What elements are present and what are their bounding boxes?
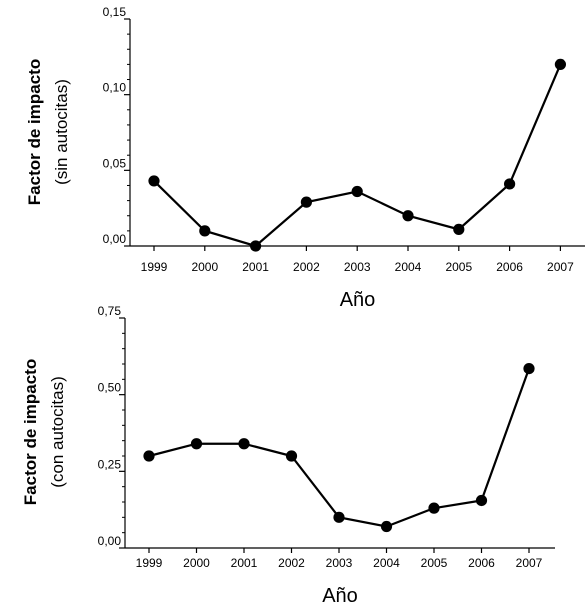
series-line xyxy=(153,63,562,248)
y-tick-label: 0,00 xyxy=(98,534,122,548)
x-axis-title: Año xyxy=(322,585,358,607)
x-tick-label: 2005 xyxy=(421,556,448,570)
x-tick-label: 2004 xyxy=(373,556,400,570)
x-tick-label: 2002 xyxy=(293,260,320,274)
y-axis-subtitle: (con autocitas) xyxy=(48,376,67,488)
data-point xyxy=(190,438,203,450)
y-tick-label: 0,10 xyxy=(103,81,127,95)
x-tick-label: 1999 xyxy=(141,260,168,274)
y-tick-label: 0,50 xyxy=(98,381,122,395)
data-point xyxy=(453,223,465,235)
x-tick-label: 2002 xyxy=(278,556,305,570)
data-point xyxy=(428,502,440,514)
series-line xyxy=(148,368,531,528)
x-tick-label: 2004 xyxy=(395,260,422,274)
data-point xyxy=(475,494,488,507)
x-tick-label: 2003 xyxy=(326,556,353,570)
data-point xyxy=(250,240,262,252)
x-tick-label: 2005 xyxy=(445,260,472,274)
data-point xyxy=(143,450,155,462)
data-point xyxy=(199,225,211,237)
data-point xyxy=(380,520,393,533)
data-point xyxy=(351,185,363,198)
x-tick-label: 2007 xyxy=(516,556,543,570)
y-tick-label: 0,00 xyxy=(103,232,127,246)
x-axis-title: Año xyxy=(340,289,376,311)
chart-panel-1: 0,00 0,05 0,10 0,15 1999 2000 2001 2002 2003 2004… xyxy=(25,5,585,311)
x-tick-label: 2001 xyxy=(231,556,258,570)
x-tick-label: 2001 xyxy=(242,260,269,274)
data-point xyxy=(148,175,160,187)
data-point xyxy=(300,196,312,208)
y-tick-label: 0,25 xyxy=(98,457,122,471)
data-point xyxy=(554,58,567,70)
x-tick-label: 2006 xyxy=(496,260,523,274)
y-axis-subtitle: (sin autocitas) xyxy=(52,79,71,185)
x-tick-label: 1999 xyxy=(136,556,163,570)
x-tick-label: 2000 xyxy=(183,556,210,570)
y-tick-label: 0,05 xyxy=(103,156,127,170)
x-tick-label: 2007 xyxy=(547,260,574,274)
y-tick-label: 0,75 xyxy=(98,304,122,318)
data-point xyxy=(504,178,516,190)
y-tick-label: 0,15 xyxy=(103,5,127,19)
data-point xyxy=(285,450,298,462)
data-point xyxy=(402,210,414,222)
chart-panel-2: 0,00 0,25 0,50 0,75 1999 2000 2001 2002 2003 2004… xyxy=(21,304,555,607)
y-axis-title: Factor de impacto xyxy=(21,359,40,505)
data-point xyxy=(238,438,250,450)
x-tick-label: 2006 xyxy=(468,556,495,570)
data-point xyxy=(333,511,345,523)
y-axis-title: Factor de impacto xyxy=(25,59,44,205)
data-point xyxy=(523,363,535,375)
x-tick-label: 2003 xyxy=(344,260,371,274)
x-tick-label: 2000 xyxy=(191,260,218,274)
